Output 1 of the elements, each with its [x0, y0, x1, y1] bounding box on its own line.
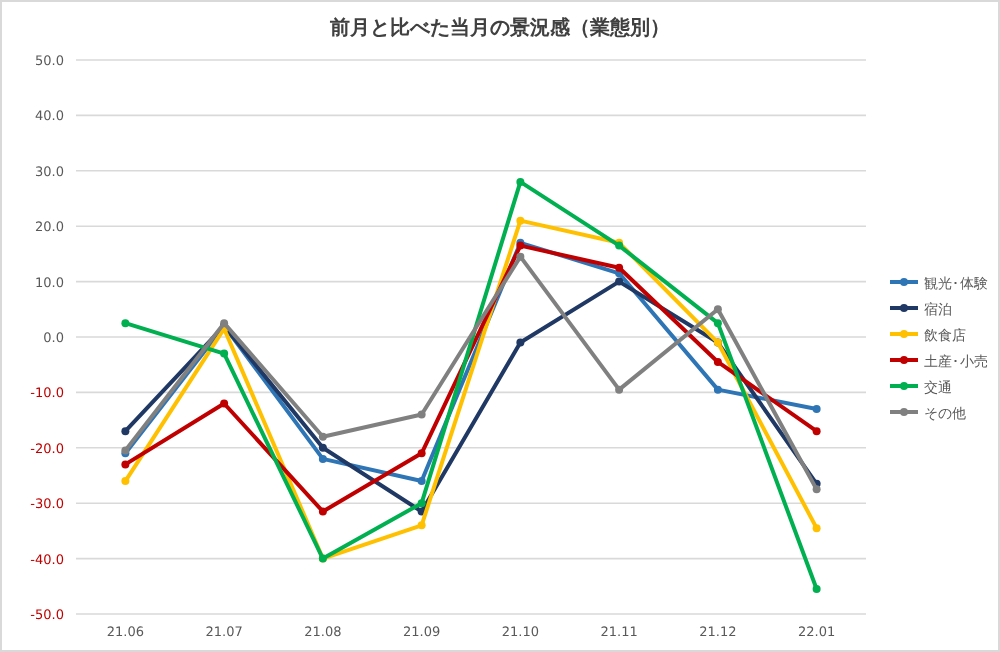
chart-title: 前月と比べた当月の景況感（業態別） [328, 16, 670, 40]
